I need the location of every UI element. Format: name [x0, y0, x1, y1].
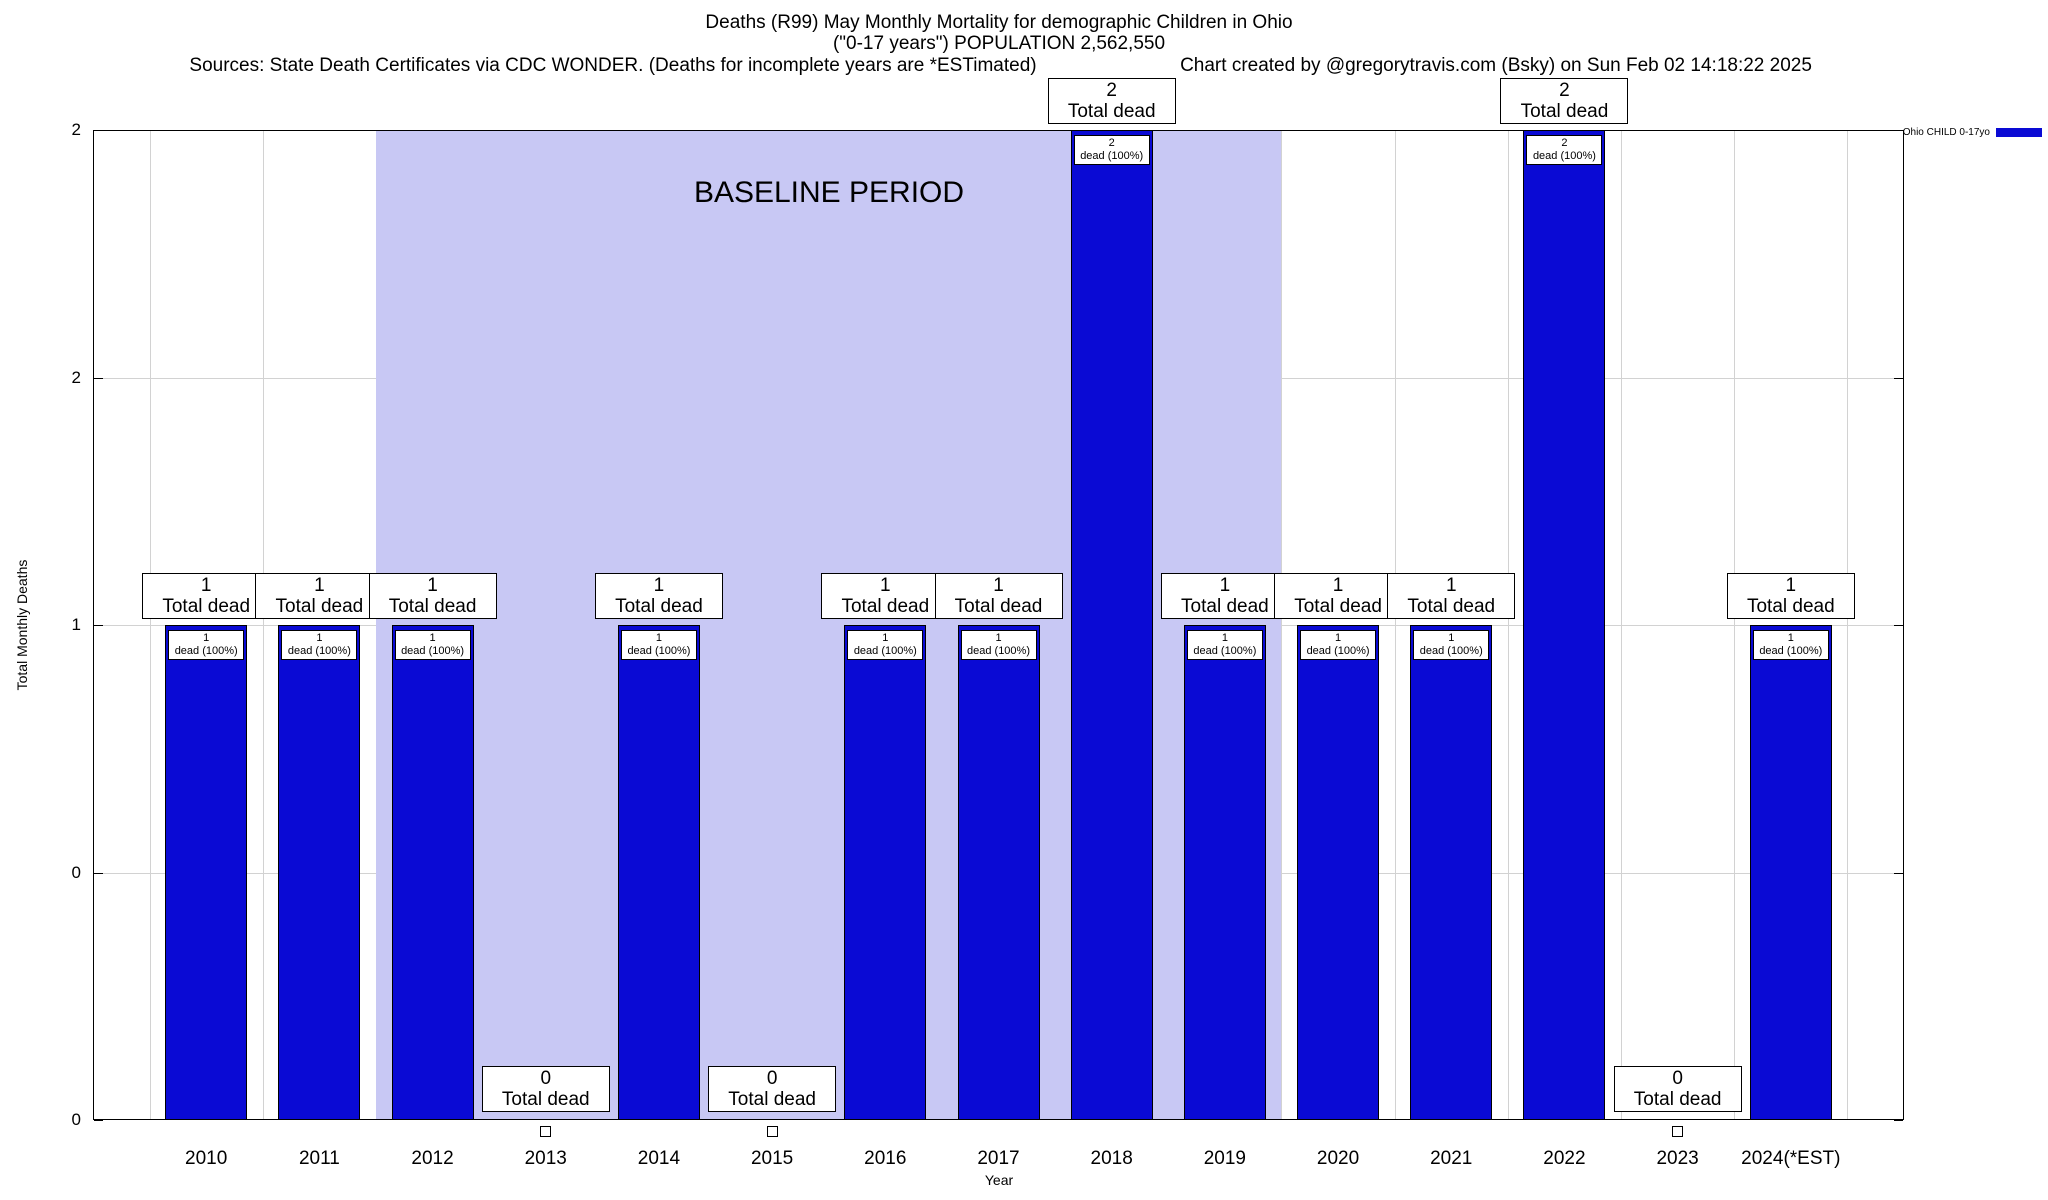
x-tick-label-2022: 2022 [1543, 1148, 1586, 1169]
bar-total-label-2013: 0 Total dead [481, 1066, 610, 1112]
x-tick-label-2011: 2011 [298, 1148, 340, 1169]
zero-marker-2015 [766, 1126, 778, 1137]
x-tick-label-2023: 2023 [1656, 1148, 1699, 1169]
y-tick-mark-left-1 [94, 872, 103, 874]
y-tick-mark-right-0 [1894, 1120, 1903, 1121]
chart-sources: Sources: State Death Certificates via CD… [189, 55, 1037, 76]
zero-marker-2023 [1672, 1126, 1684, 1137]
bar-inner-label-2021: 1 dead (100%) [1413, 630, 1490, 660]
bar-total-label-2010: 1 Total dead [142, 573, 271, 619]
bar-total-label-2024(*EST): 1 Total dead [1726, 573, 1855, 619]
x-tick-label-2021: 2021 [1430, 1148, 1473, 1169]
bar-total-label-2018: 2 Total dead [1047, 78, 1176, 124]
x-tick-label-2016: 2016 [864, 1148, 907, 1169]
bar-total-label-2019: 1 Total dead [1160, 573, 1289, 619]
legend: Ohio CHILD 0-17yo [1903, 127, 2042, 138]
x-tick-label-2019: 2019 [1203, 1148, 1247, 1169]
y-tick-mark-right-4 [1894, 130, 1903, 131]
x-tick-label-2012: 2012 [411, 1148, 454, 1169]
bar-2011 [278, 625, 361, 1120]
y-tick-label-4: 2 [71, 120, 81, 139]
x-tick-label-2024(*EST): 2024(*EST) [1741, 1148, 1841, 1169]
bar-inner-label-2020: 1 dead (100%) [1300, 630, 1377, 660]
baseline-period-label: BASELINE PERIOD [693, 176, 965, 209]
bar-inner-label-2024(*EST): 1 dead (100%) [1752, 630, 1829, 660]
x-tick-label-2014: 2014 [637, 1148, 681, 1169]
chart-title-line1: Deaths (R99) May Monthly Mortality for d… [705, 12, 1293, 33]
bar-2021 [1410, 625, 1493, 1120]
bar-total-label-2021: 1 Total dead [1387, 573, 1516, 619]
bar-inner-label-2012: 1 dead (100%) [394, 630, 471, 660]
y-tick-label-0: 0 [71, 1110, 81, 1129]
bar-2018 [1070, 130, 1153, 1120]
bar-total-label-2012: 1 Total dead [368, 573, 497, 619]
bar-total-label-2015: 0 Total dead [708, 1066, 837, 1112]
bar-total-label-2022: 2 Total dead [1500, 78, 1629, 124]
bar-total-label-2011: 1 Total dead [255, 573, 384, 619]
y-tick-mark-right-1 [1894, 872, 1903, 874]
bar-total-label-2014: 1 Total dead [594, 573, 723, 619]
bar-2020 [1297, 625, 1380, 1120]
x-tick-label-2015: 2015 [750, 1148, 794, 1169]
bar-2012 [391, 625, 474, 1120]
bar-inner-label-2014: 1 dead (100%) [620, 630, 697, 660]
bar-2019 [1183, 625, 1266, 1120]
x-axis-label: Year [984, 1172, 1014, 1188]
bar-2022 [1523, 130, 1606, 1120]
y-tick-label-2: 1 [71, 615, 81, 634]
y-tick-mark-left-0 [94, 1120, 103, 1121]
x-tick-label-2017: 2017 [977, 1148, 1020, 1169]
legend-label: Ohio CHILD 0-17yo [1902, 127, 1990, 138]
y-tick-mark-right-2 [1894, 625, 1903, 626]
bar-total-label-2023: 0 Total dead [1613, 1066, 1742, 1112]
chart-title-line2: ("0-17 years") POPULATION 2,562,550 [832, 33, 1166, 54]
bar-2016 [844, 625, 927, 1120]
y-tick-mark-right-3 [1894, 377, 1903, 379]
bar-inner-label-2019: 1 dead (100%) [1186, 630, 1263, 660]
bar-inner-label-2022: 2 dead (100%) [1526, 135, 1603, 165]
bar-total-label-2017: 1 Total dead [934, 573, 1063, 619]
y-tick-label-1: 0 [71, 862, 81, 882]
bar-2024(*EST) [1749, 625, 1832, 1120]
bar-inner-label-2017: 1 dead (100%) [960, 630, 1037, 660]
bar-2014 [617, 625, 700, 1120]
legend-swatch [1996, 128, 2042, 137]
bar-inner-label-2011: 1 dead (100%) [281, 630, 358, 660]
bar-inner-label-2016: 1 dead (100%) [847, 630, 924, 660]
x-tick-label-2013: 2013 [524, 1148, 567, 1169]
bar-inner-label-2010: 1 dead (100%) [168, 630, 245, 660]
y-tick-label-3: 2 [71, 367, 81, 387]
y-tick-mark-left-2 [94, 625, 103, 626]
y-tick-mark-left-3 [94, 377, 103, 379]
x-tick-label-2018: 2018 [1090, 1148, 1133, 1169]
bar-2017 [957, 625, 1040, 1120]
zero-marker-2013 [540, 1126, 552, 1137]
x-tick-label-2020: 2020 [1316, 1148, 1360, 1169]
bar-2010 [165, 625, 248, 1120]
bar-total-label-2016: 1 Total dead [821, 573, 950, 619]
bar-inner-label-2018: 2 dead (100%) [1073, 135, 1150, 165]
y-tick-mark-left-4 [94, 130, 103, 131]
bar-total-label-2020: 1 Total dead [1274, 573, 1403, 619]
x-tick-label-2010: 2010 [185, 1148, 228, 1169]
chart-credit: Chart created by @gregorytravis.com (Bsk… [1180, 55, 1812, 76]
